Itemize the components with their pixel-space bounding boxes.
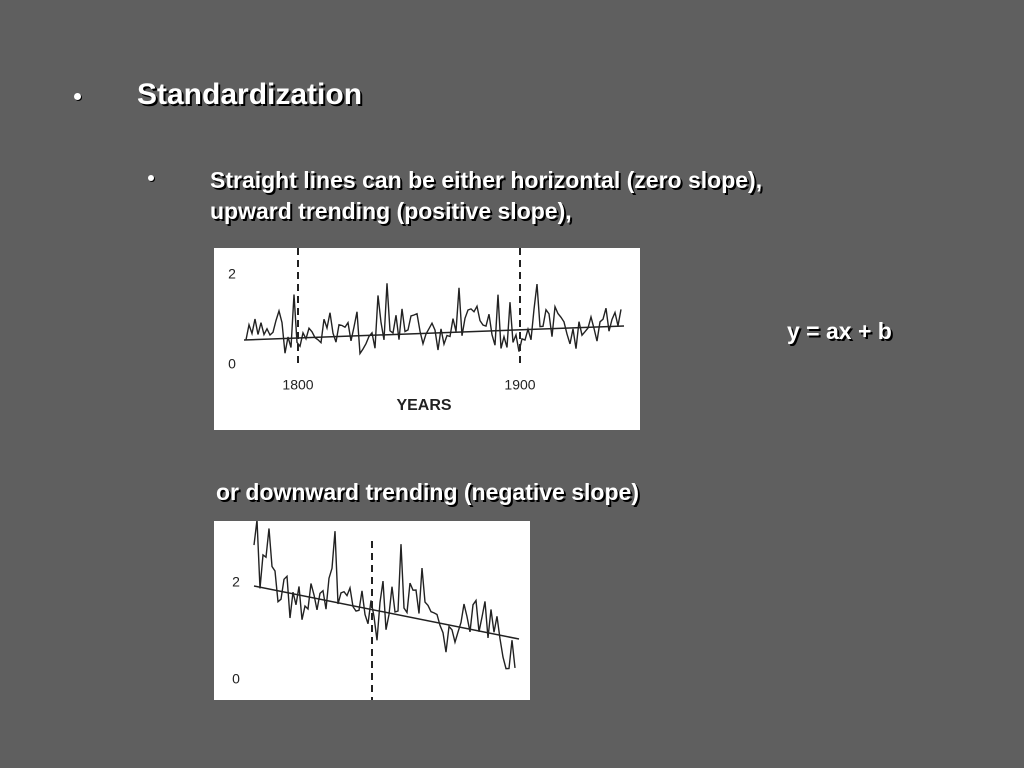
x-tick-label: 1900 bbox=[504, 377, 535, 393]
subpoint: Straight lines can be either horizontal … bbox=[210, 165, 762, 227]
y-tick-label: 2 bbox=[232, 574, 240, 590]
bullet bbox=[148, 175, 154, 181]
figure-downward: 2 0 bbox=[214, 521, 530, 700]
subpoint-line: upward trending (positive slope), bbox=[210, 198, 572, 224]
x-tick-label: 1800 bbox=[282, 377, 313, 393]
figure-upward: 2 0 1800 1900 YEARS bbox=[214, 248, 640, 430]
trend-line bbox=[243, 325, 625, 341]
caption: or downward trending (negative slope) bbox=[216, 479, 639, 505]
y-tick-label: 0 bbox=[228, 356, 236, 372]
equation: y = ax + b bbox=[787, 318, 892, 344]
x-axis-label: YEARS bbox=[396, 397, 451, 414]
bullet bbox=[74, 93, 81, 100]
subpoint-line: Straight lines can be either horizontal … bbox=[210, 167, 763, 193]
heading: Standardization bbox=[137, 78, 363, 111]
series-line bbox=[245, 283, 622, 356]
series-line bbox=[253, 521, 516, 670]
y-tick-label: 0 bbox=[232, 671, 240, 687]
y-tick-label: 2 bbox=[228, 266, 236, 282]
